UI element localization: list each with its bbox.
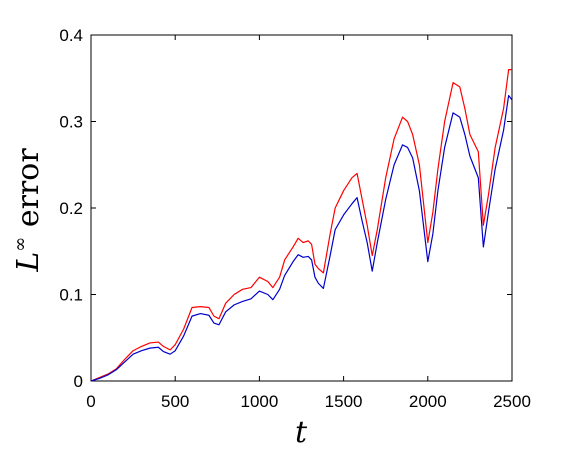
x-tick-label: 500 — [161, 392, 189, 411]
y-axis-label-rest: error — [11, 148, 46, 237]
y-tick-label: 0.1 — [59, 286, 83, 305]
x-axis: 0 500 1000 1500 2000 2500 — [86, 35, 531, 411]
series-line-1 — [90, 94, 513, 382]
y-axis-label-main: L — [11, 252, 46, 273]
x-tick-label: 2500 — [493, 392, 531, 411]
x-tick-label: 0 — [86, 392, 95, 411]
x-tick-label: 1500 — [325, 392, 363, 411]
y-tick-label: 0 — [74, 372, 83, 391]
plot-area — [90, 34, 513, 382]
series-line-0 — [90, 68, 512, 382]
y-tick-label: 0.4 — [59, 26, 83, 45]
y-tick-label: 0.2 — [59, 199, 83, 218]
x-tick-label: 1000 — [240, 392, 278, 411]
x-axis-label: t — [295, 415, 308, 450]
y-axis-label: L∞ error — [10, 148, 46, 273]
y-axis-label-sup: ∞ — [10, 237, 31, 252]
y-tick-label: 0.3 — [59, 113, 83, 132]
x-tick-label: 2000 — [409, 392, 447, 411]
y-axis: 0 0.1 0.2 0.3 0.4 — [59, 26, 512, 391]
series-group — [90, 68, 513, 382]
